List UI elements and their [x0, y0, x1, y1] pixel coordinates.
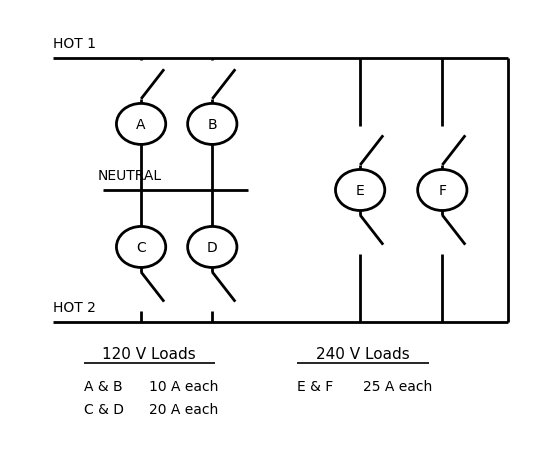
- Text: 10 A each: 10 A each: [150, 379, 219, 393]
- Text: C & D: C & D: [83, 402, 123, 416]
- Text: C: C: [136, 240, 146, 254]
- Text: D: D: [207, 240, 217, 254]
- Text: NEUTRAL: NEUTRAL: [97, 169, 161, 182]
- Text: 120 V Loads: 120 V Loads: [102, 346, 196, 361]
- Text: HOT 2: HOT 2: [53, 300, 96, 314]
- Text: F: F: [438, 184, 446, 198]
- Text: E: E: [356, 184, 365, 198]
- Text: A & B: A & B: [83, 379, 122, 393]
- Text: 25 A each: 25 A each: [363, 379, 432, 393]
- Text: 240 V Loads: 240 V Loads: [316, 346, 410, 361]
- Text: 20 A each: 20 A each: [150, 402, 219, 416]
- Text: B: B: [207, 118, 217, 131]
- Text: E & F: E & F: [297, 379, 334, 393]
- Text: A: A: [136, 118, 146, 131]
- Text: HOT 1: HOT 1: [53, 37, 96, 50]
